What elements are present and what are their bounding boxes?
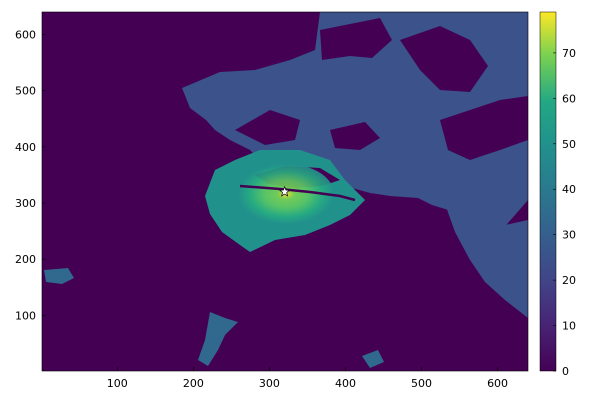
island-south (198, 312, 238, 366)
region-north-gap-5 (330, 122, 380, 150)
colorbar-tick-label: 70 (562, 47, 576, 60)
colorbar-axis: 0 10 20 30 40 50 60 70 (553, 47, 576, 378)
heatmap-regions (44, 12, 528, 368)
dark-streak (239, 184, 356, 202)
x-tick-label: 300 (259, 377, 280, 390)
colorbar-tick-label: 60 (562, 92, 576, 105)
y-tick-label: 100 (15, 309, 36, 322)
colorbar-tick-label: 0 (562, 365, 569, 378)
x-tick-label: 600 (487, 377, 508, 390)
colorbar-frame (539, 11, 557, 372)
colorbar-tick-label: 20 (562, 274, 576, 287)
colorbar-tick-label: 40 (562, 183, 576, 196)
y-tick-label: 500 (15, 85, 36, 98)
region-north-gap-1 (320, 18, 392, 60)
region-north-gap-2 (400, 26, 488, 92)
y-tick-label: 200 (15, 253, 36, 266)
region-north-gap-3 (440, 96, 528, 160)
colorbar-tick-label: 30 (562, 229, 576, 242)
region-east (440, 190, 528, 318)
colorbar-tick-label: 50 (562, 138, 576, 151)
x-tick-label: 200 (183, 377, 204, 390)
y-tick-label: 400 (15, 141, 36, 154)
star-marker (278, 185, 291, 197)
x-tick-label: 100 (107, 377, 128, 390)
colorbar (540, 12, 556, 371)
plot-frame (41, 11, 529, 372)
source-marker (278, 185, 291, 197)
colorbar-tick-label: 10 (562, 320, 576, 333)
island-southwest (44, 268, 74, 284)
y-axis: 100 200 300 400 500 600 (15, 28, 46, 322)
y-tick-label: 300 (15, 197, 36, 210)
island-southeast (362, 350, 384, 368)
y-tick-label: 600 (15, 28, 36, 41)
x-tick-label: 500 (411, 377, 432, 390)
x-axis: 100 200 300 400 500 600 (107, 367, 508, 390)
region-north-gap-4 (235, 110, 300, 145)
x-tick-label: 400 (335, 377, 356, 390)
